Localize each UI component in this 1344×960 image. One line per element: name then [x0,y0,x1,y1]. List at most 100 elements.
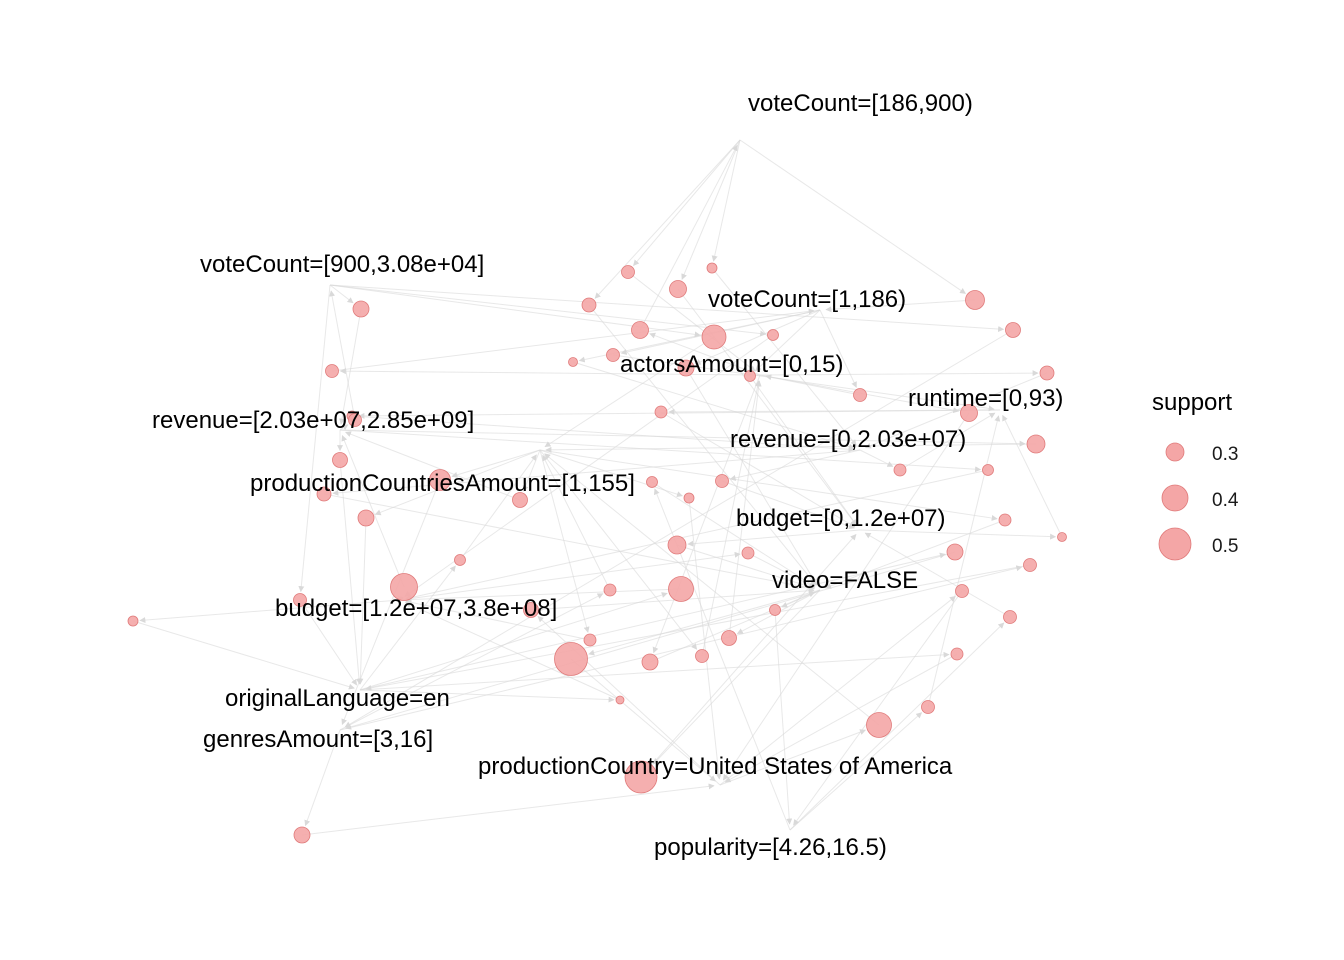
lhs-edge [358,409,1001,419]
rhs-edge [721,480,855,530]
rhs-edge [825,519,1006,589]
lhs-edge [339,429,982,473]
rule-node [721,630,737,646]
lhs-edge [374,449,541,516]
item-label: revenue=[2.03e+07,2.85e+09] [152,407,474,434]
rhs-edge [660,411,856,528]
rule-node [325,364,339,378]
rhs-edge [132,620,355,690]
rule-node [127,615,139,627]
rule-node [348,413,362,427]
rule-node [523,602,539,618]
rhs-edge [301,783,715,836]
rule-node [769,604,781,616]
rule-node [706,262,718,274]
rhs-edge [749,375,857,526]
item-label: runtime=[0,93) [908,385,1063,412]
rhs-edge [405,469,989,601]
lhs-edge [633,139,741,266]
lhs-edge [694,309,821,365]
lhs-edge [649,332,761,376]
rhs-edge [864,532,1011,618]
lhs-edge [298,284,331,593]
rule-node [695,649,709,663]
rule-node [581,297,597,313]
item-label: voteCount=[900,3.08e+04] [200,251,484,278]
lhs-edge [739,139,966,294]
rule-node [641,653,659,671]
rhs-edge [747,552,816,588]
rule-node [893,463,907,477]
rhs-edge [544,453,880,726]
rhs-edge [570,658,716,782]
lhs-edge [578,309,821,363]
rule-node [1039,365,1055,381]
rhs-edge [542,454,611,591]
rule-node [767,329,779,341]
lhs-edge [359,565,456,691]
rhs-edge [331,308,815,372]
rule-node [316,486,332,502]
rule-node [554,642,588,676]
rule-node [866,712,892,738]
rule-node [654,405,668,419]
rhs-edge [649,591,816,663]
lhs-edge [789,712,923,831]
legend-circle-small [1165,442,1185,462]
lhs-edge [781,589,821,608]
rule-node [998,513,1012,527]
rule-node [1057,532,1067,542]
rule-node [293,826,311,844]
legend-circle-large [1158,527,1192,561]
rule-node [603,583,617,597]
item-label: budget=[0,1.2e+07) [736,505,946,532]
item-label: popularity=[4.26,16.5) [654,834,887,861]
rule-node [701,324,727,350]
rule-node [715,474,729,488]
rule-node [583,633,597,647]
rhs-edge [404,601,621,701]
rhs-edge [544,336,715,448]
rhs-edge [323,493,815,591]
rule-node [1005,322,1021,338]
rhs-edge [640,534,857,778]
rhs-edge [676,544,815,590]
item-label: revenue=[0,2.03e+07) [730,426,966,453]
lhs-edge [339,424,349,431]
lhs-edge [859,449,894,467]
rule-node [454,554,466,566]
rhs-edge [299,599,358,686]
rhs-edge [612,354,995,412]
rule-node [568,357,578,367]
item-label: voteCount=[1,186) [708,286,906,313]
lhs-edge [304,729,341,827]
lhs-edge [359,592,668,691]
rule-node [615,695,625,705]
rhs-edge [722,412,970,781]
rule-node [1003,610,1017,624]
lhs-edge [329,284,354,304]
item-label: productionCountry=United States of Ameri… [478,753,953,780]
rhs-edge [899,412,996,471]
rhs-edge [572,361,855,450]
rule-node [621,265,635,279]
item-label: budget=[1.2e+07,3.8e+08] [275,595,557,622]
lhs-edge [539,449,998,521]
rule-node [390,573,418,601]
rule-node [429,469,451,491]
rule-node [293,593,307,607]
support-legend: support 0.3 0.4 0.5 [1152,389,1239,561]
rule-node [332,452,348,468]
legend-circle-medium [1161,484,1189,512]
lhs-edge [539,449,590,633]
rhs-edge [405,588,682,603]
lhs-edge [759,370,1039,377]
rule-node [631,321,649,339]
lhs-edge [539,449,698,650]
lhs-edge [588,589,821,656]
lhs-edge [339,429,1026,447]
lhs-edge [522,449,541,492]
rule-node [946,543,964,561]
lhs-edge [681,139,741,280]
